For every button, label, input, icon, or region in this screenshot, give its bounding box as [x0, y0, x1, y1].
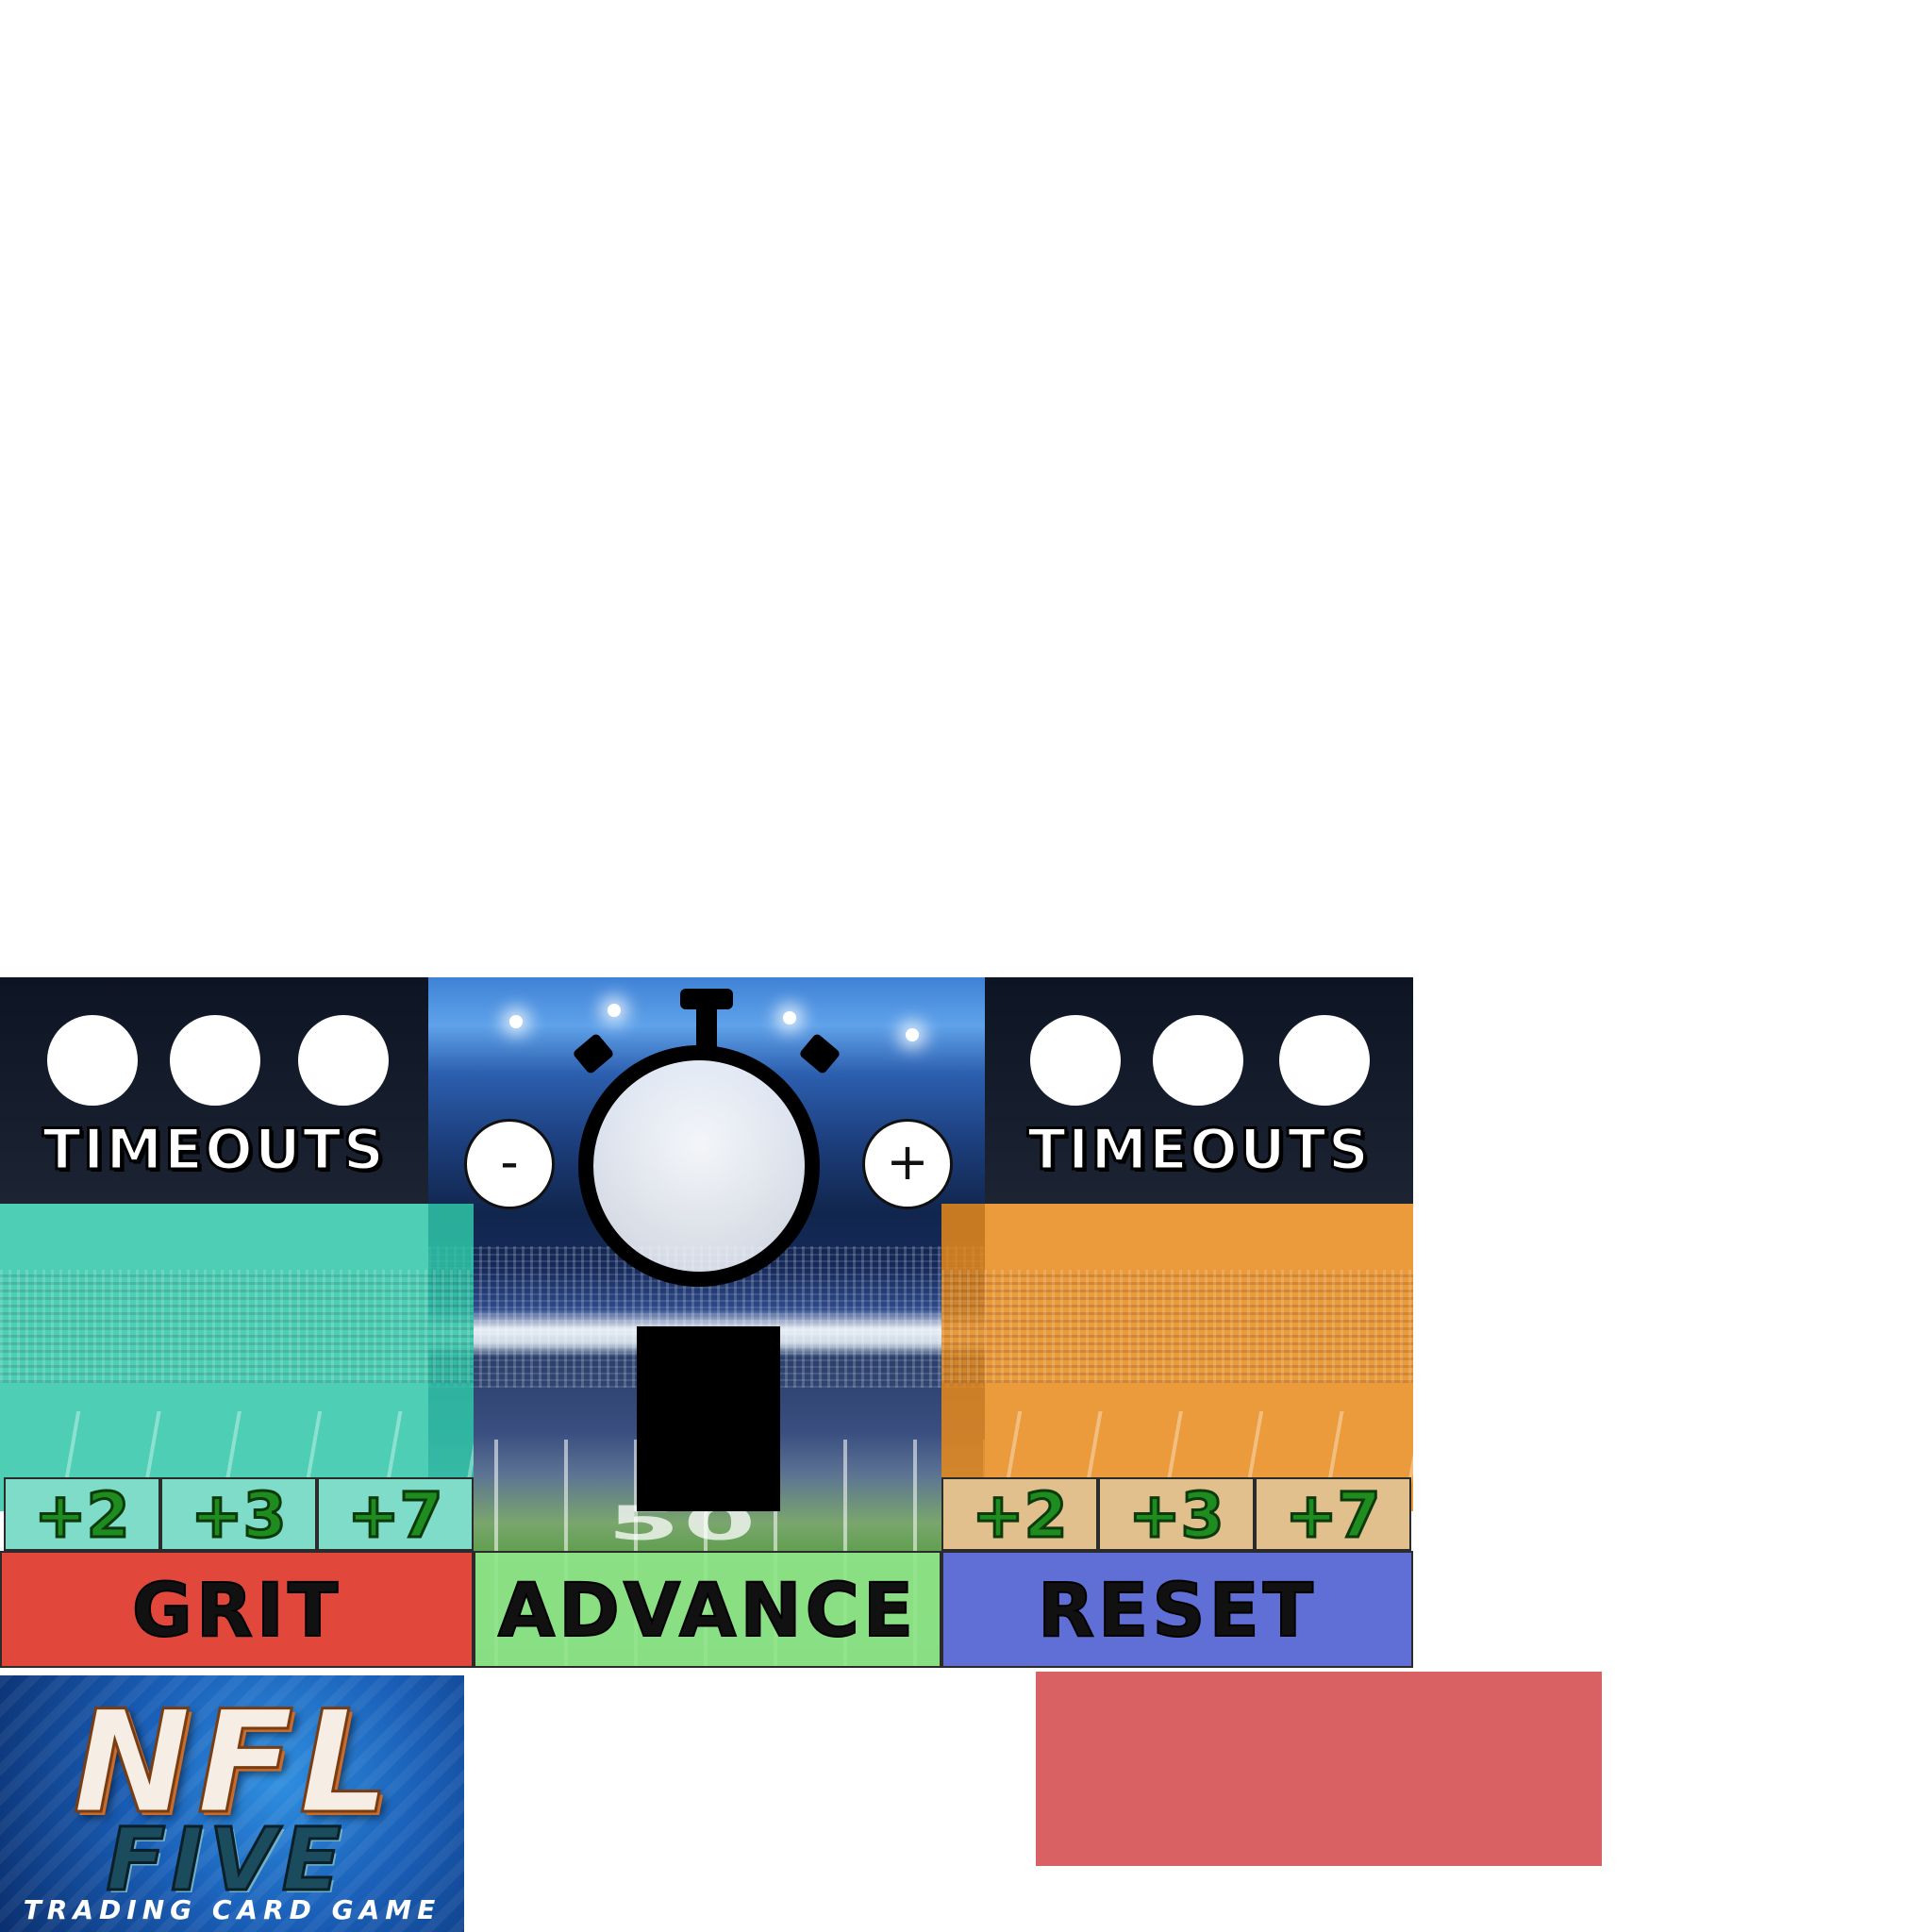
- left-plus-2-button[interactable]: +2: [4, 1477, 160, 1554]
- logo-background: [0, 1675, 464, 1932]
- left-plus-7-button[interactable]: +7: [317, 1477, 474, 1554]
- clock-plus-button[interactable]: +: [862, 1119, 953, 1209]
- crowd-texture: [0, 1270, 474, 1383]
- grit-button[interactable]: GRIT: [0, 1551, 474, 1668]
- advance-button[interactable]: ADVANCE: [474, 1551, 941, 1668]
- nfl-five-logo: NFL FIVE TRADING CARD GAME: [0, 1675, 464, 1932]
- left-timeouts-label: TIMEOUTS: [42, 1116, 386, 1185]
- stopwatch-crown-icon: [680, 989, 733, 1009]
- right-plus-3-button[interactable]: +3: [1098, 1477, 1255, 1554]
- clock-display: [637, 1326, 780, 1511]
- stopwatch-icon[interactable]: [578, 1045, 820, 1287]
- right-timeout-3[interactable]: [1279, 1015, 1370, 1106]
- stadium-light-icon: [509, 1015, 523, 1028]
- right-plus-2-button[interactable]: +2: [941, 1477, 1098, 1554]
- right-timeouts-panel: TIMEOUTS: [985, 977, 1413, 1204]
- right-timeout-1[interactable]: [1030, 1015, 1121, 1106]
- left-timeout-3[interactable]: [298, 1015, 389, 1106]
- left-timeouts-panel: TIMEOUTS: [0, 977, 428, 1204]
- reset-button[interactable]: RESET: [941, 1551, 1413, 1668]
- right-team-area: [941, 1204, 1413, 1511]
- stopwatch-stem-icon: [696, 1006, 717, 1049]
- left-timeout-1[interactable]: [47, 1015, 138, 1106]
- game-board: 50 TIMEOUTS +2 +3 +7 TIMEOUTS +2 +3 +7 G…: [0, 977, 1413, 1668]
- right-timeout-2[interactable]: [1153, 1015, 1243, 1106]
- side-panel: [1036, 1672, 1602, 1866]
- logo-subtitle: FIVE: [105, 1809, 347, 1910]
- left-team-area: [0, 1204, 474, 1511]
- stadium-light-icon: [906, 1028, 919, 1041]
- left-timeout-2[interactable]: [170, 1015, 260, 1106]
- stadium-light-icon: [783, 1011, 796, 1024]
- right-timeouts-label: TIMEOUTS: [1026, 1116, 1371, 1185]
- logo-tagline: TRADING CARD GAME: [23, 1894, 441, 1925]
- crowd-texture: [941, 1270, 1413, 1383]
- stadium-light-icon: [608, 1004, 621, 1017]
- left-plus-3-button[interactable]: +3: [160, 1477, 317, 1554]
- right-plus-7-button[interactable]: +7: [1255, 1477, 1411, 1554]
- logo-title: NFL: [72, 1681, 395, 1845]
- clock-minus-button[interactable]: -: [464, 1119, 555, 1209]
